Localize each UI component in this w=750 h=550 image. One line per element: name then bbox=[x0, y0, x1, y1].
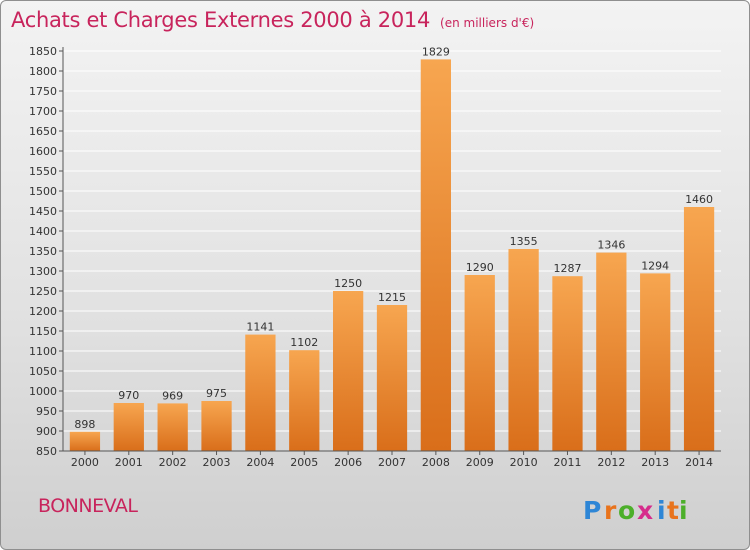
y-tick-label: 1050 bbox=[29, 365, 57, 378]
bar-2002 bbox=[157, 403, 188, 451]
logo-letter: i bbox=[657, 496, 666, 525]
data-label: 1460 bbox=[685, 193, 713, 206]
bar-2000 bbox=[69, 431, 101, 451]
bar-2006 bbox=[332, 291, 364, 451]
chart-title-block: Achats et Charges Externes 2000 à 2014 (e… bbox=[11, 8, 534, 32]
bar-2003 bbox=[201, 401, 232, 451]
data-label: 1141 bbox=[246, 321, 274, 334]
logo-letter: x bbox=[637, 496, 653, 525]
logo-letter: t bbox=[667, 496, 679, 525]
logo-letter: P bbox=[583, 496, 601, 525]
bar-2014 bbox=[683, 207, 715, 451]
x-tick-label: 2012 bbox=[597, 456, 625, 469]
y-tick-label: 1150 bbox=[29, 325, 57, 338]
location-label: BONNEVAL bbox=[38, 495, 138, 517]
y-tick-label: 1550 bbox=[29, 165, 57, 178]
bars: 898 970 969 975 1141 1102 1250 1215 1829 1290 1355… bbox=[69, 45, 715, 452]
bar-2011 bbox=[552, 276, 583, 451]
data-label: 1102 bbox=[290, 336, 318, 349]
y-tick-label: 1750 bbox=[29, 85, 57, 98]
axes: 850 900 950 1000 1050 1100 1150 1200 1250 1300 135… bbox=[29, 45, 721, 469]
bar-2013 bbox=[640, 273, 671, 451]
data-label: 898 bbox=[74, 418, 95, 431]
data-label: 1294 bbox=[641, 259, 669, 272]
y-tick-label: 1300 bbox=[29, 265, 57, 278]
x-tick-label: 2008 bbox=[422, 456, 450, 469]
bar-2010 bbox=[508, 249, 539, 451]
x-tick-label: 2011 bbox=[553, 456, 581, 469]
y-tick-label: 1600 bbox=[29, 145, 57, 158]
chart-title: Achats et Charges Externes 2000 à 2014 bbox=[11, 8, 431, 32]
x-tick-label: 2003 bbox=[203, 456, 231, 469]
y-tick-label: 900 bbox=[36, 425, 57, 438]
bar-2004 bbox=[245, 334, 276, 451]
x-tick-label: 2000 bbox=[71, 456, 99, 469]
x-tick-label: 2013 bbox=[641, 456, 669, 469]
y-tick-label: 1250 bbox=[29, 285, 57, 298]
data-label: 1346 bbox=[597, 239, 625, 252]
y-tick-label: 1000 bbox=[29, 385, 57, 398]
data-label: 970 bbox=[118, 389, 139, 402]
y-tick-label: 850 bbox=[36, 445, 57, 458]
x-tick-label: 2010 bbox=[510, 456, 538, 469]
x-tick-label: 2009 bbox=[466, 456, 494, 469]
y-tick-label: 1800 bbox=[29, 65, 57, 78]
y-tick-label: 950 bbox=[36, 405, 57, 418]
y-tick-label: 1700 bbox=[29, 105, 57, 118]
y-tick-label: 1400 bbox=[29, 225, 57, 238]
x-tick-label: 2002 bbox=[159, 456, 187, 469]
data-label: 1287 bbox=[553, 262, 581, 275]
y-tick-label: 1450 bbox=[29, 205, 57, 218]
y-tick-label: 1850 bbox=[29, 45, 57, 58]
x-tick-label: 2006 bbox=[334, 456, 362, 469]
data-label: 1215 bbox=[378, 291, 406, 304]
data-label: 1355 bbox=[510, 235, 538, 248]
x-tick-label: 2007 bbox=[378, 456, 406, 469]
bar-2012 bbox=[596, 252, 627, 451]
data-label: 1250 bbox=[334, 277, 362, 290]
y-tick-label: 1650 bbox=[29, 125, 57, 138]
x-tick-label: 2004 bbox=[246, 456, 274, 469]
data-label: 969 bbox=[162, 389, 183, 402]
x-tick-label: 2005 bbox=[290, 456, 318, 469]
y-tick-label: 1200 bbox=[29, 305, 57, 318]
logo-letter: o bbox=[618, 496, 635, 525]
data-label: 975 bbox=[206, 387, 227, 400]
chart-unit: (en milliers d'€) bbox=[440, 16, 535, 30]
bar-2005 bbox=[289, 350, 320, 451]
bar-2001 bbox=[113, 403, 144, 451]
y-tick-label: 1350 bbox=[29, 245, 57, 258]
y-tick-label: 1500 bbox=[29, 185, 57, 198]
data-label: 1290 bbox=[466, 261, 494, 274]
bar-2007 bbox=[376, 305, 408, 451]
x-tick-label: 2014 bbox=[685, 456, 713, 469]
bar-2009 bbox=[464, 275, 495, 451]
y-tick-label: 1100 bbox=[29, 345, 57, 358]
bar-2008 bbox=[420, 59, 452, 452]
x-tick-label: 2001 bbox=[115, 456, 143, 469]
logo-letter: r bbox=[604, 496, 617, 525]
logo-letter: i bbox=[679, 496, 688, 525]
data-label: 1829 bbox=[422, 45, 450, 58]
